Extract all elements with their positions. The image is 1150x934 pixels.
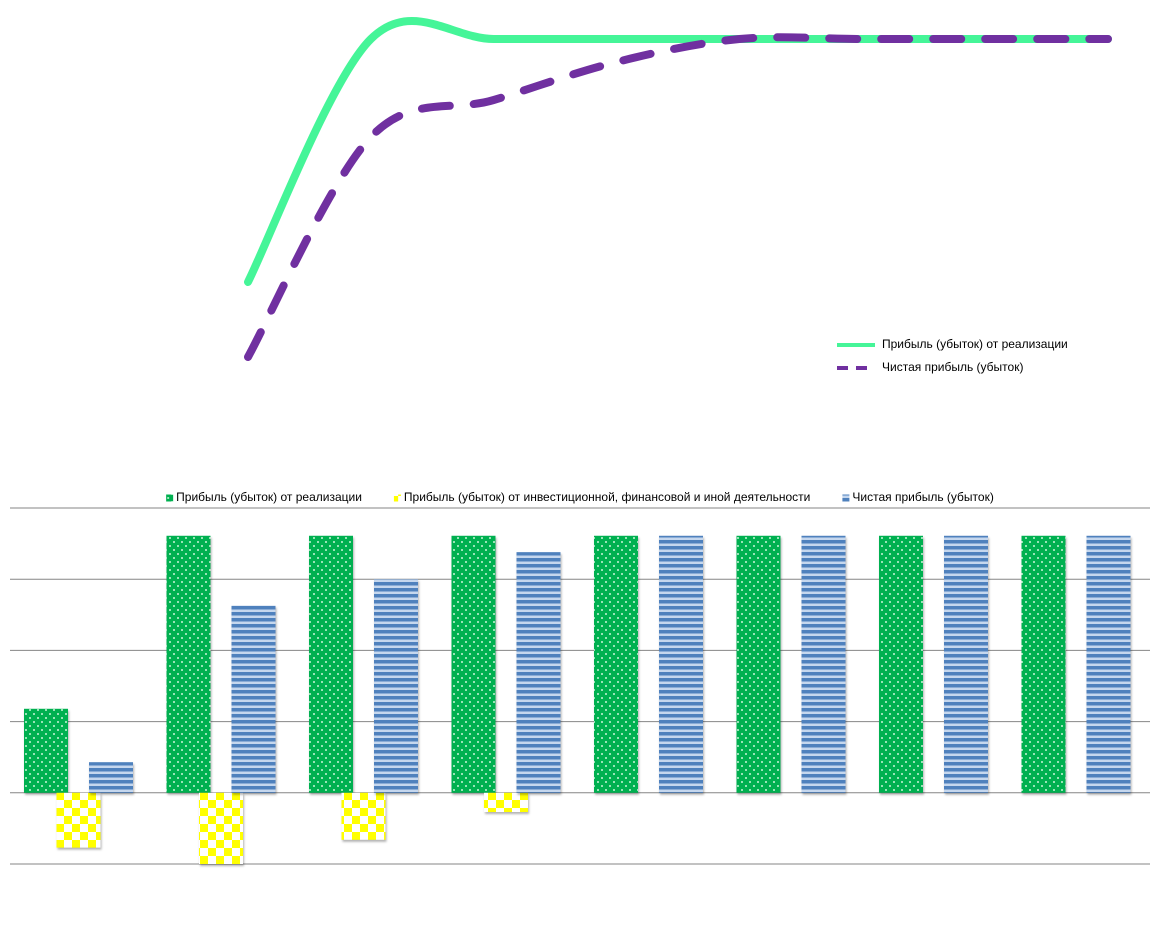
bar: [516, 552, 561, 793]
bar: [341, 792, 386, 840]
legend-label: Прибыль (убыток) от реализации: [882, 337, 1068, 351]
bar: [231, 605, 276, 793]
line-series: [244, 33, 1112, 361]
bar: [1021, 535, 1066, 793]
legend-label: Прибыль (убыток) от реализации: [176, 490, 362, 504]
line-series: [244, 17, 1112, 286]
legend-label: Чистая прибыль (убыток): [852, 490, 993, 504]
bar: [944, 535, 988, 793]
legend-label: Прибыль (убыток) от инвестиционной, фина…: [404, 490, 810, 504]
bar: [659, 535, 703, 793]
bar: [1086, 535, 1131, 793]
bar: [374, 579, 418, 793]
bar: [594, 535, 638, 793]
bar: [736, 535, 781, 793]
bar: [199, 792, 243, 864]
legend-label: Чистая прибыль (убыток): [882, 360, 1023, 374]
bar: [309, 535, 353, 793]
bar: [166, 535, 211, 793]
bar: [89, 762, 133, 793]
legend-swatch: [842, 494, 850, 502]
bar: [484, 792, 528, 813]
bar: [451, 535, 496, 793]
bar: [56, 792, 101, 848]
legend-swatch: [393, 494, 401, 502]
legend: Прибыль (убыток) от реализации Прибыль (у…: [166, 490, 994, 504]
bar: [24, 708, 68, 793]
legend-swatch: [166, 494, 174, 502]
bar: [879, 535, 923, 793]
bar: [801, 535, 846, 793]
